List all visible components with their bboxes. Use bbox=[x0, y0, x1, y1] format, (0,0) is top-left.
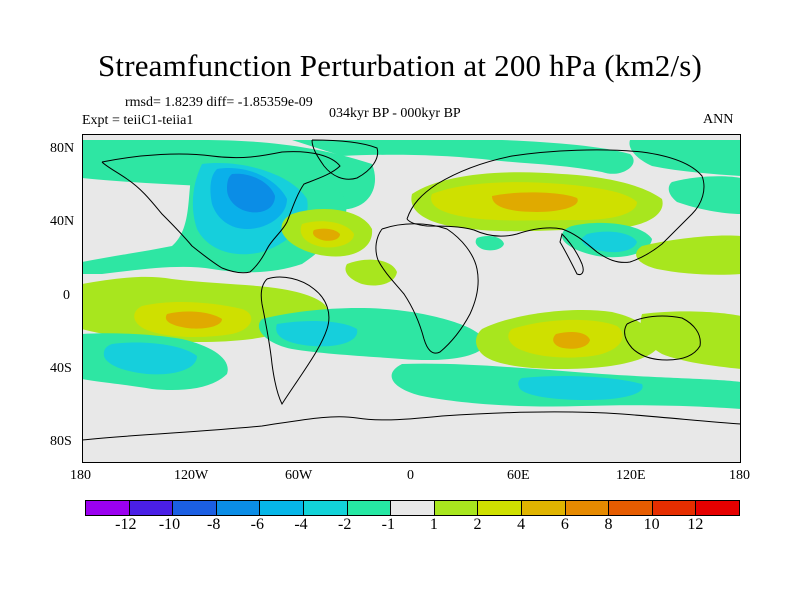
colorbar-label: 10 bbox=[643, 516, 660, 533]
lat-tick-80s: 80S bbox=[50, 434, 72, 449]
coast-africa bbox=[375, 223, 479, 354]
experiment-line: Expt = teiiC1-teiia1 bbox=[82, 113, 194, 128]
colorbar-swatch bbox=[391, 501, 435, 515]
coast-greenland bbox=[311, 139, 379, 180]
colorbar bbox=[85, 500, 740, 516]
contour-neg2-indian-ocean bbox=[581, 231, 637, 253]
stats-line: rmsd= 1.8239 diff= -1.85359e-09 bbox=[125, 95, 313, 110]
contour-neg1-middle-east bbox=[475, 236, 504, 251]
lon-tick-60e: 60E bbox=[507, 468, 530, 483]
plot-title: Streamfunction Perturbation at 200 hPa (… bbox=[97, 48, 703, 83]
colorbar-swatch bbox=[129, 501, 174, 515]
coast-australia bbox=[624, 315, 701, 361]
coast-south-america bbox=[260, 276, 330, 406]
colorbar-swatch bbox=[303, 501, 348, 515]
streamfunction-map bbox=[82, 134, 741, 463]
contour-neg2-south-atlantic bbox=[276, 321, 358, 347]
colorbar-label: -10 bbox=[158, 516, 181, 533]
lat-tick-40n: 40N bbox=[50, 214, 75, 229]
colorbar-swatch bbox=[609, 501, 653, 515]
colorbar-swatch bbox=[173, 501, 217, 515]
colorbar-swatch bbox=[347, 501, 392, 515]
colorbar-label: 6 bbox=[560, 516, 569, 533]
period-line: 034kyr BP - 000kyr BP bbox=[329, 106, 461, 121]
lon-tick-180e: 180 bbox=[729, 468, 750, 483]
contour-pos1-west-pacific bbox=[636, 235, 741, 275]
lon-tick-180w: 180 bbox=[70, 468, 91, 483]
colorbar-label: 1 bbox=[429, 516, 438, 533]
colorbar-label: 12 bbox=[687, 516, 704, 533]
contour-neg1-north-pacific bbox=[668, 176, 741, 214]
contour-neg4-north-america bbox=[227, 173, 275, 213]
colorbar-label: 4 bbox=[517, 516, 526, 533]
colorbar-label: -6 bbox=[250, 516, 264, 533]
coastlines bbox=[82, 139, 741, 441]
colorbar-label: -1 bbox=[381, 516, 395, 533]
colorbar-label: 2 bbox=[473, 516, 482, 533]
lat-tick-0: 0 bbox=[63, 288, 70, 303]
contour-pos1-sahara bbox=[345, 259, 397, 286]
colorbar-swatch bbox=[696, 501, 739, 515]
contour-pos3-eurasia bbox=[492, 192, 578, 212]
colorbar-label: -4 bbox=[294, 516, 308, 533]
colorbar-swatch bbox=[652, 501, 697, 515]
lon-tick-60w: 60W bbox=[285, 468, 313, 483]
contour-pos3-south-pacific bbox=[165, 311, 222, 329]
colorbar-swatch bbox=[478, 501, 522, 515]
lat-tick-40s: 40S bbox=[50, 361, 72, 376]
lon-tick-120w: 120W bbox=[174, 468, 209, 483]
contour-neg2-southern-ocean bbox=[518, 376, 643, 400]
coast-eurasia bbox=[406, 149, 705, 263]
contour-neg2-southeast-pacific bbox=[103, 342, 197, 375]
colorbar-label: -2 bbox=[338, 516, 352, 533]
colorbar-swatch bbox=[565, 501, 610, 515]
season-label: ANN bbox=[703, 112, 734, 127]
colorbar-swatch bbox=[260, 501, 304, 515]
map-frame bbox=[82, 134, 741, 463]
colorbar-swatch bbox=[521, 501, 566, 515]
contour-pos1-south-pacific-east bbox=[640, 311, 741, 369]
colorbar-swatch bbox=[434, 501, 479, 515]
colorbar-label: -12 bbox=[115, 516, 137, 533]
colorbar-swatch bbox=[86, 501, 130, 515]
lat-tick-80n: 80N bbox=[50, 141, 75, 156]
contour-pos3-atlantic bbox=[312, 228, 340, 241]
map-panel bbox=[82, 134, 741, 463]
lon-tick-0: 0 bbox=[407, 468, 414, 483]
colorbar-label: 8 bbox=[604, 516, 613, 533]
coast-north-america bbox=[101, 151, 341, 274]
contour-neg1-pacific-ne bbox=[629, 140, 741, 176]
coast-antarctica bbox=[82, 411, 741, 441]
colorbar-label: -8 bbox=[207, 516, 221, 533]
lon-tick-120e: 120E bbox=[616, 468, 646, 483]
colorbar-swatch bbox=[216, 501, 261, 515]
contour-pos3-south-indian bbox=[553, 332, 590, 349]
coast-india bbox=[559, 233, 584, 275]
